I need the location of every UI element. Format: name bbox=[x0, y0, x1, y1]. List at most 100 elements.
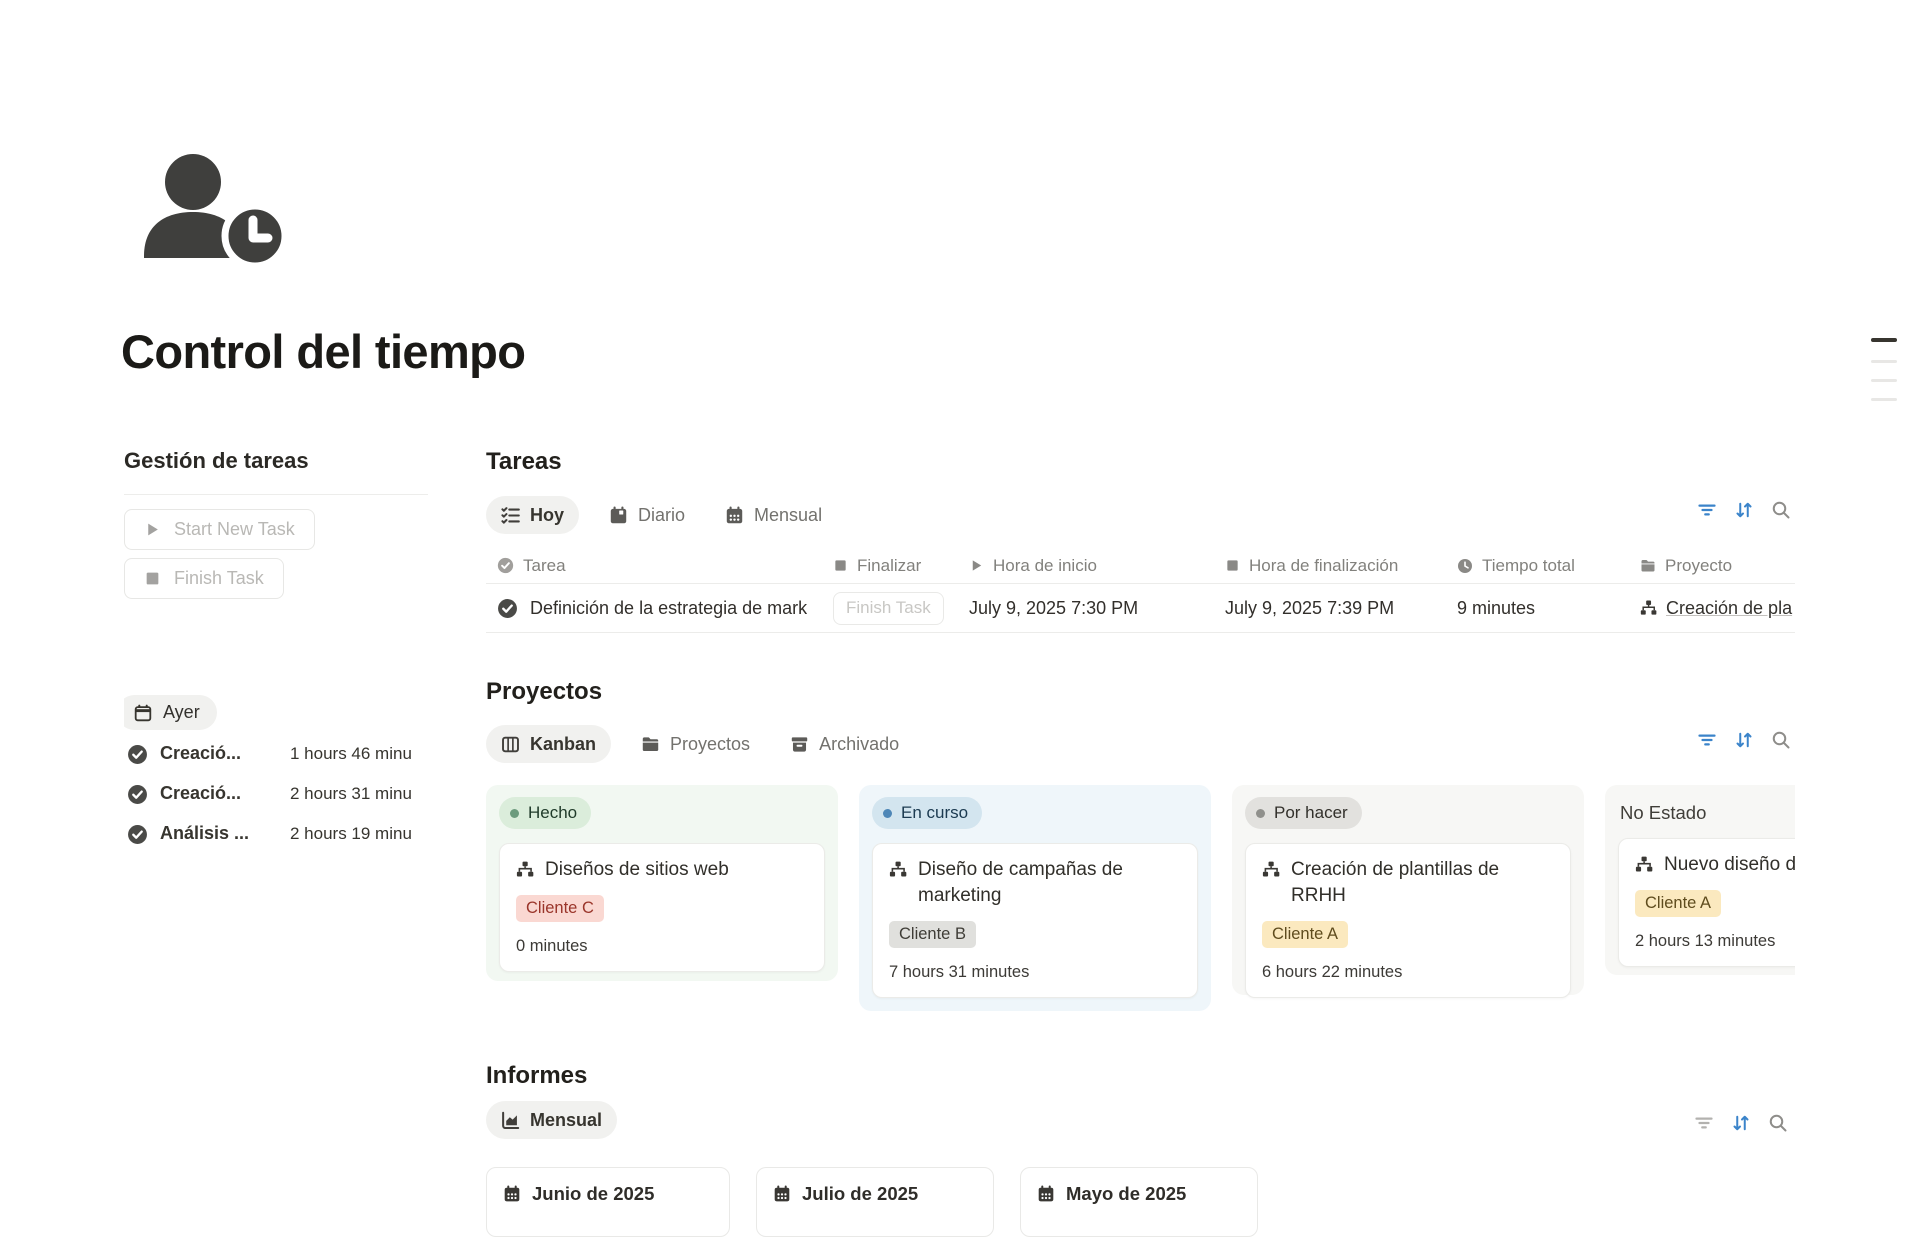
report-card-junio[interactable]: Junio de 2025 bbox=[486, 1167, 730, 1237]
calendar-grid-icon bbox=[725, 505, 744, 525]
project-icon bbox=[889, 861, 907, 909]
stop-icon bbox=[144, 570, 161, 587]
search-icon[interactable] bbox=[1768, 1113, 1788, 1133]
column-header-hora-inicio[interactable]: Hora de inicio bbox=[969, 556, 1225, 576]
outline-line[interactable] bbox=[1871, 360, 1897, 363]
kanban-column-en-curso: En curso Diseño de campañas de marketing… bbox=[859, 785, 1211, 1011]
list-item[interactable]: Análisis ... 2 hours 19 minu bbox=[124, 820, 428, 850]
finish-task-button[interactable]: Finish Task bbox=[124, 558, 284, 599]
check-circle-icon bbox=[497, 557, 514, 574]
task-title: Definición de la estrategia de mark bbox=[530, 597, 808, 618]
tab-hoy[interactable]: Hoy bbox=[486, 496, 580, 534]
cell-proyecto: Creación de pla bbox=[1640, 598, 1795, 619]
folder-icon bbox=[641, 735, 660, 754]
finish-task-label: Finish Task bbox=[174, 568, 264, 588]
tab-proyectos-label: Proyectos bbox=[670, 733, 751, 754]
check-circle-icon bbox=[497, 598, 518, 619]
sidebar-heading: Gestión de tareas bbox=[124, 448, 309, 473]
start-new-task-button[interactable]: Start New Task bbox=[124, 509, 315, 550]
sort-icon[interactable] bbox=[1734, 730, 1754, 750]
search-icon[interactable] bbox=[1771, 500, 1791, 520]
tab-kanban[interactable]: Kanban bbox=[486, 725, 612, 763]
archive-icon bbox=[790, 735, 809, 754]
outline-line[interactable] bbox=[1871, 398, 1897, 401]
status-label: No Estado bbox=[1620, 802, 1707, 823]
outline-line-active[interactable] bbox=[1871, 338, 1897, 342]
tab-proyectos[interactable]: Proyectos bbox=[631, 725, 760, 763]
status-dot bbox=[1256, 808, 1265, 818]
calendar-grid-icon bbox=[1037, 1185, 1055, 1203]
cell-hora-inicio[interactable]: July 9, 2025 7:30 PM bbox=[969, 597, 1139, 618]
outline-line[interactable] bbox=[1871, 379, 1897, 382]
area-chart-icon bbox=[501, 1111, 520, 1130]
cell-tarea[interactable]: Definición de la estrategia de mark bbox=[486, 598, 833, 619]
list-item[interactable]: Creació... 1 hours 46 minu bbox=[124, 740, 428, 770]
kanban-card[interactable]: Creación de plantillas de RRHH Cliente A… bbox=[1245, 843, 1571, 998]
clock-icon bbox=[1457, 558, 1473, 574]
tab-diario[interactable]: Diario bbox=[599, 496, 695, 534]
kanban-column-por-hacer: Por hacer Creación de plantillas de RRHH… bbox=[1232, 785, 1584, 998]
client-tag: Cliente A bbox=[1262, 921, 1349, 948]
project-link[interactable]: Creación de pla bbox=[1666, 597, 1793, 618]
list-item[interactable]: Creació... 2 hours 31 minu bbox=[124, 780, 428, 810]
table-row: Definición de la estrategia de mark Fini… bbox=[486, 584, 1795, 633]
report-card-julio[interactable]: Julio de 2025 bbox=[756, 1167, 994, 1237]
column-header-finalizar[interactable]: Finalizar bbox=[833, 556, 969, 576]
tab-mensual-informes[interactable]: Mensual bbox=[486, 1101, 618, 1139]
check-circle-icon bbox=[127, 784, 148, 805]
sort-icon[interactable] bbox=[1734, 500, 1754, 520]
tab-hoy-label: Hoy bbox=[530, 504, 565, 525]
column-header-hora-finalizacion[interactable]: Hora de finalización bbox=[1225, 556, 1457, 576]
status-dot bbox=[883, 808, 892, 818]
project-icon bbox=[1262, 861, 1280, 909]
divider bbox=[124, 494, 428, 495]
search-icon[interactable] bbox=[1771, 730, 1791, 750]
kanban-column-hecho: Hecho Diseños de sitios web Cliente C 0 … bbox=[486, 785, 838, 981]
checklist-icon bbox=[501, 506, 520, 525]
table-header-row: Tarea Finalizar Hora de inicio Hora de f… bbox=[486, 548, 1795, 584]
kanban-card[interactable]: Diseño de campañas de marketing Cliente … bbox=[872, 843, 1198, 998]
project-icon bbox=[516, 861, 534, 883]
status-badge[interactable]: Hecho bbox=[499, 797, 592, 829]
row-finish-task-button[interactable]: Finish Task bbox=[833, 591, 944, 625]
tab-mensual-label: Mensual bbox=[754, 504, 823, 525]
card-title: Diseños de sitios web bbox=[545, 859, 729, 880]
status-badge[interactable]: En curso bbox=[872, 797, 983, 829]
yesterday-chip[interactable]: Ayer bbox=[124, 695, 217, 730]
task-management-panel: Gestión de tareas Start New Task Finish … bbox=[124, 448, 428, 888]
cell-tiempo-total[interactable]: 9 minutes bbox=[1457, 597, 1536, 618]
tab-mensual-informes-label: Mensual bbox=[530, 1109, 603, 1130]
project-icon bbox=[1635, 856, 1653, 878]
stop-icon bbox=[833, 558, 848, 573]
filter-icon[interactable] bbox=[1697, 500, 1717, 520]
column-header-tarea[interactable]: Tarea bbox=[486, 556, 833, 576]
client-tag: Cliente B bbox=[889, 921, 976, 948]
tareas-table: Tarea Finalizar Hora de inicio Hora de f… bbox=[486, 548, 1795, 633]
tareas-heading: Tareas bbox=[486, 448, 562, 475]
filter-icon[interactable] bbox=[1694, 1113, 1714, 1133]
tab-diario-label: Diario bbox=[638, 504, 686, 525]
proyectos-tabs: Kanban Proyectos Archivado bbox=[486, 724, 909, 764]
tab-archivado[interactable]: Archivado bbox=[780, 725, 909, 763]
cell-hora-finalizacion[interactable]: July 9, 2025 7:39 PM bbox=[1225, 597, 1395, 618]
proyectos-toolbar bbox=[1697, 730, 1791, 750]
tareas-tabs: Hoy Diario Mensual bbox=[486, 495, 832, 535]
yesterday-chip-label: Ayer bbox=[163, 702, 200, 722]
stop-icon bbox=[1225, 558, 1240, 573]
report-card-title: Junio de 2025 bbox=[532, 1183, 655, 1204]
status-badge[interactable]: Por hacer bbox=[1245, 797, 1362, 829]
column-header-tiempo-total[interactable]: Tiempo total bbox=[1457, 556, 1640, 576]
filter-icon[interactable] bbox=[1697, 730, 1717, 750]
sort-icon[interactable] bbox=[1731, 1113, 1751, 1133]
client-tag: Cliente A bbox=[1635, 890, 1722, 917]
kanban-board-icon bbox=[501, 735, 520, 754]
kanban-card[interactable]: Diseños de sitios web Cliente C 0 minute… bbox=[499, 843, 825, 972]
kanban-card[interactable]: Nuevo diseño de Cliente A 2 hours 13 min… bbox=[1618, 838, 1795, 967]
calendar-icon bbox=[609, 505, 628, 525]
tab-mensual[interactable]: Mensual bbox=[715, 496, 832, 534]
card-time: 6 hours 22 minutes bbox=[1262, 963, 1403, 981]
column-header-proyecto[interactable]: Proyecto bbox=[1640, 556, 1795, 576]
task-name: Análisis ... bbox=[160, 823, 250, 843]
report-card-mayo[interactable]: Mayo de 2025 bbox=[1020, 1167, 1258, 1237]
card-time: 0 minutes bbox=[516, 937, 588, 955]
